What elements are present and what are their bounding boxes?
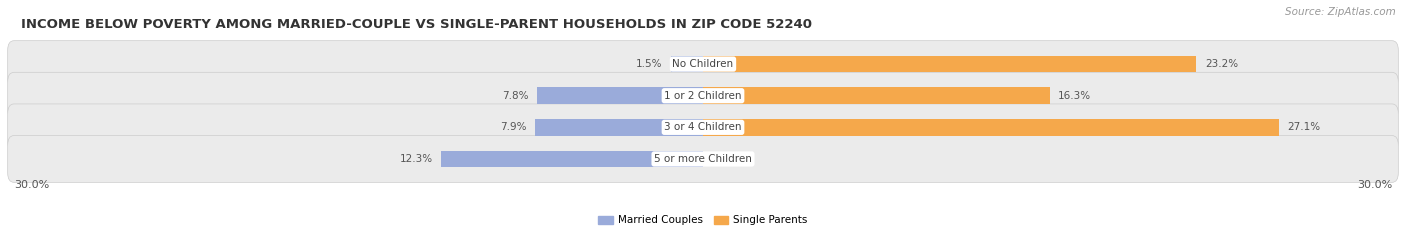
Text: INCOME BELOW POVERTY AMONG MARRIED-COUPLE VS SINGLE-PARENT HOUSEHOLDS IN ZIP COD: INCOME BELOW POVERTY AMONG MARRIED-COUPL… (21, 18, 811, 31)
Text: 1 or 2 Children: 1 or 2 Children (664, 91, 742, 101)
FancyBboxPatch shape (7, 72, 1399, 119)
FancyBboxPatch shape (7, 104, 1399, 151)
FancyBboxPatch shape (7, 41, 1399, 87)
Legend: Married Couples, Single Parents: Married Couples, Single Parents (595, 211, 811, 230)
Text: 23.2%: 23.2% (1205, 59, 1237, 69)
Bar (441, 151, 703, 167)
Text: 12.3%: 12.3% (399, 154, 433, 164)
Text: 16.3%: 16.3% (1059, 91, 1091, 101)
Text: 0.0%: 0.0% (711, 154, 738, 164)
Text: 27.1%: 27.1% (1288, 122, 1320, 132)
Text: 3 or 4 Children: 3 or 4 Children (664, 122, 742, 132)
Text: 7.9%: 7.9% (501, 122, 526, 132)
Bar (703, 119, 1279, 136)
Bar (537, 87, 703, 104)
Text: 1.5%: 1.5% (636, 59, 662, 69)
Text: 5 or more Children: 5 or more Children (654, 154, 752, 164)
Text: 7.8%: 7.8% (502, 91, 529, 101)
Bar (703, 56, 1197, 72)
Text: Source: ZipAtlas.com: Source: ZipAtlas.com (1285, 7, 1396, 17)
Text: No Children: No Children (672, 59, 734, 69)
FancyBboxPatch shape (7, 136, 1399, 182)
Bar (703, 87, 1050, 104)
Text: 30.0%: 30.0% (14, 181, 49, 190)
Bar (536, 119, 703, 136)
Bar (671, 56, 703, 72)
Text: 30.0%: 30.0% (1357, 181, 1392, 190)
